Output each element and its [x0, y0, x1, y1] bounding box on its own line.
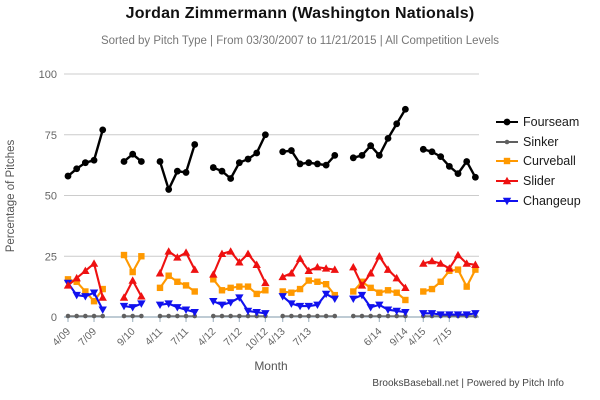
legend-item-slider: Slider: [496, 171, 581, 191]
y-tick-label: 75: [45, 130, 57, 142]
y-tick-label: 25: [45, 251, 57, 263]
x-tick-label: 4/13: [265, 326, 288, 349]
curveball-marker-icon: [496, 158, 518, 165]
y-axis-title: Percentage of Pitches: [5, 139, 17, 252]
y-tick-label: 100: [39, 69, 57, 81]
sinker-marker-icon: [496, 139, 518, 144]
legend-label: Slider: [523, 173, 555, 188]
x-tick-label: 4/11: [143, 326, 165, 348]
x-tick-label: 4/15: [405, 326, 428, 349]
x-tick-label: 7/11: [169, 326, 191, 348]
legend: Fourseam Sinker Curveball Slider Changeup: [496, 112, 581, 210]
legend-item-fourseam: Fourseam: [496, 112, 581, 132]
x-tick-label: 7/09: [76, 326, 99, 349]
x-tick-label: 6/14: [362, 326, 385, 349]
x-tick-label: 7/15: [432, 326, 455, 349]
legend-item-curveball: Curveball: [496, 151, 581, 171]
changeup-marker-icon: [496, 197, 518, 205]
x-axis-title: Month: [254, 359, 287, 373]
x-tick-label: 4/09: [50, 326, 73, 349]
x-tick-label: 4/12: [195, 326, 218, 349]
legend-label: Curveball: [523, 154, 576, 169]
credit-footer: BrooksBaseball.net | Powered by Pitch In…: [372, 378, 564, 389]
x-tick-label: 7/12: [222, 326, 245, 349]
series-fourseam: [64, 105, 479, 193]
y-tick-label: 0: [51, 312, 57, 324]
chart-subtitle: Sorted by Pitch Type | From 03/30/2007 t…: [100, 35, 500, 47]
chart-title: Jordan Zimmermann (Washington Nationals): [125, 5, 475, 22]
legend-label: Changeup: [523, 193, 581, 208]
legend-item-changeup: Changeup: [496, 191, 581, 211]
y-tick-label: 50: [45, 191, 57, 203]
x-tick-label: 9/10: [115, 326, 138, 349]
series-slider: [63, 247, 480, 301]
legend-label: Fourseam: [523, 114, 580, 129]
fourseam-marker-icon: [496, 118, 518, 126]
x-tick-label: 7/13: [291, 326, 314, 349]
slider-marker-icon: [496, 176, 518, 185]
legend-label: Sinker: [523, 134, 559, 149]
legend-item-sinker: Sinker: [496, 132, 581, 152]
series-curveball: [64, 251, 479, 305]
